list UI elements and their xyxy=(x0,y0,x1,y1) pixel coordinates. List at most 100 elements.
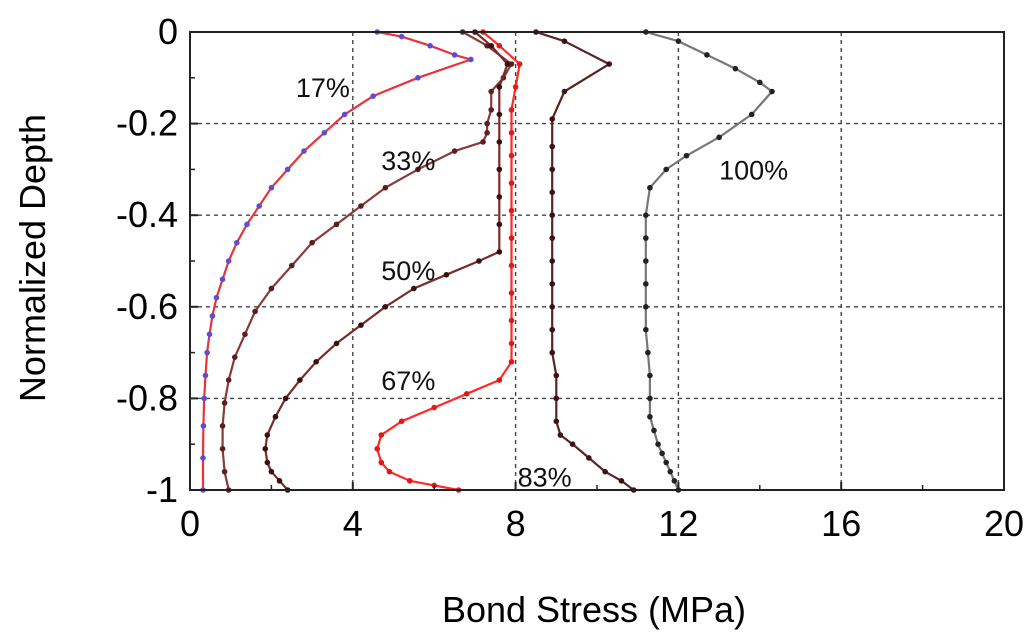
data-point xyxy=(284,166,291,173)
data-point xyxy=(431,404,438,411)
data-point xyxy=(549,116,556,122)
data-point xyxy=(333,221,340,228)
data-point xyxy=(683,152,690,159)
data-point xyxy=(586,455,592,461)
data-point xyxy=(252,308,258,315)
data-point xyxy=(206,331,213,338)
data-point xyxy=(569,441,576,448)
data-point xyxy=(549,235,556,241)
data-point xyxy=(415,166,421,173)
data-point xyxy=(647,184,653,191)
data-point xyxy=(378,459,385,466)
data-point xyxy=(382,304,389,310)
data-point xyxy=(201,395,208,402)
data-point xyxy=(256,203,262,209)
data-point xyxy=(655,441,661,448)
data-point xyxy=(496,139,503,145)
data-point xyxy=(268,285,275,292)
data-point xyxy=(647,413,653,420)
x-tick-label: 20 xyxy=(984,503,1024,544)
data-point xyxy=(606,61,613,67)
data-point xyxy=(406,478,413,484)
data-point xyxy=(643,258,649,264)
x-tick-label: 4 xyxy=(343,503,363,544)
data-point xyxy=(549,143,556,150)
data-point xyxy=(553,418,560,425)
data-point xyxy=(704,52,710,58)
data-point xyxy=(242,331,248,338)
data-point xyxy=(288,262,295,269)
data-point xyxy=(382,184,389,191)
data-point xyxy=(301,148,307,154)
y-tick-label: 0 xyxy=(158,11,178,52)
data-point xyxy=(488,42,494,49)
data-point xyxy=(561,88,568,95)
data-point xyxy=(496,111,503,118)
data-point xyxy=(496,84,503,90)
data-point xyxy=(549,281,556,287)
data-point xyxy=(732,65,739,72)
y-axis-title: Normalized Depth xyxy=(12,114,53,402)
data-point xyxy=(516,61,523,67)
data-point xyxy=(508,180,515,186)
data-point xyxy=(663,459,669,466)
data-point xyxy=(378,432,385,438)
data-point xyxy=(313,358,319,365)
data-point xyxy=(508,152,515,159)
series-67pct xyxy=(374,29,523,493)
data-point xyxy=(496,249,503,255)
data-point xyxy=(268,184,275,191)
data-point xyxy=(333,340,340,347)
data-point xyxy=(443,271,450,278)
data-point xyxy=(496,166,503,173)
data-point xyxy=(231,354,238,360)
data-point xyxy=(244,221,250,228)
data-point xyxy=(200,423,207,429)
data-point xyxy=(508,340,515,347)
y-tick-label: -0.6 xyxy=(116,286,178,327)
data-point xyxy=(219,276,226,283)
data-point xyxy=(549,212,556,218)
data-point xyxy=(508,235,515,241)
data-point xyxy=(386,468,393,475)
data-point xyxy=(451,52,458,58)
x-tick-label: 12 xyxy=(658,503,698,544)
data-point xyxy=(496,194,503,200)
data-point xyxy=(651,427,657,434)
data-point xyxy=(549,326,556,333)
data-point xyxy=(297,377,303,383)
data-point xyxy=(508,61,515,67)
data-point xyxy=(451,148,458,154)
data-point xyxy=(508,290,515,296)
data-point xyxy=(341,111,348,118)
data-point xyxy=(647,372,653,379)
data-point xyxy=(549,166,556,173)
axis-ticks: 0 4 8 12 16 20 0 -0.2 -0.4 -0.6 -0.8 -1 xyxy=(116,11,1024,544)
y-tick-label: -0.8 xyxy=(116,377,178,418)
series-label: 50% xyxy=(381,256,435,286)
data-point xyxy=(204,349,210,356)
x-tick-label: 0 xyxy=(180,503,200,544)
y-tick-label: -0.2 xyxy=(116,103,178,144)
data-point xyxy=(553,395,560,402)
data-point xyxy=(643,281,649,287)
data-point xyxy=(488,88,494,95)
data-point xyxy=(309,239,315,246)
series-50pct xyxy=(262,29,511,493)
data-point xyxy=(645,349,651,356)
data-point xyxy=(264,432,271,438)
data-point xyxy=(468,56,474,63)
data-point xyxy=(276,478,283,484)
data-point xyxy=(358,203,364,209)
data-point xyxy=(512,84,519,90)
data-point xyxy=(213,294,220,301)
data-point xyxy=(716,134,722,141)
data-point xyxy=(549,258,556,264)
data-point xyxy=(272,413,279,420)
data-point xyxy=(549,349,556,356)
data-point xyxy=(675,38,682,44)
series-83pct xyxy=(533,29,637,493)
x-axis-title: Bond Stress (MPa) xyxy=(442,589,746,630)
series-line xyxy=(201,30,472,490)
